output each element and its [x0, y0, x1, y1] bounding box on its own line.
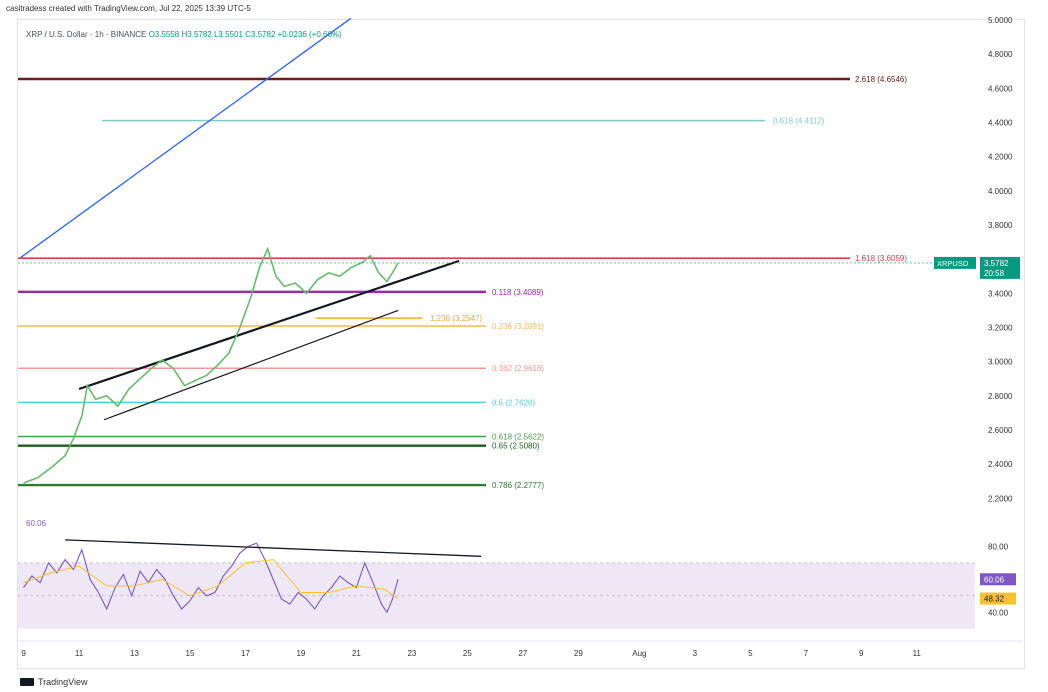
last-price-text: 3.5782 [984, 259, 1009, 268]
price-axis-tick: 3.0000 [988, 358, 1013, 367]
price-axis-tick: 3.2000 [988, 324, 1013, 333]
lower-channel-trendline [103, 309, 399, 421]
time-axis-tick: 13 [130, 649, 139, 658]
rsi-value-text: 60.06 [984, 575, 1005, 584]
fib-level-label: 1.618 (3.6059) [855, 254, 907, 263]
price-axis-tick: 3.8000 [988, 221, 1013, 230]
rsi-line [23, 542, 399, 614]
time-axis-tick: Aug [632, 649, 646, 658]
fib-level-label: 0.382 (2.9618) [492, 364, 544, 373]
tradingview-footer[interactable]: TradingView [20, 677, 88, 687]
price-axis-tick: 2.6000 [988, 426, 1013, 435]
fib-level-label: 0.618 (2.5622) [492, 432, 544, 441]
fib-level-label: 0.236 (3.2091) [492, 322, 544, 331]
time-axis-tick: 25 [463, 649, 472, 658]
rsi-band [18, 562, 975, 629]
tradingview-logo-icon [20, 678, 34, 686]
time-axis-tick: 17 [241, 649, 250, 658]
fib-level-label: 0.5 (2.7620) [492, 398, 535, 407]
blue-trendline [20, 17, 352, 258]
time-axis-tick: 19 [296, 649, 305, 658]
bar-countdown-text: 20:58 [984, 269, 1005, 278]
legend-change: +0.0236 (+0.66%) [277, 30, 342, 39]
fib-level-label: 0.118 (3.4089) [492, 288, 544, 297]
time-axis-tick: 29 [574, 649, 583, 658]
time-axis-tick: 23 [407, 649, 416, 658]
chart-area[interactable] [17, 19, 1025, 669]
price-axis-tick: 4.2000 [988, 153, 1013, 162]
rsi-axis-tick: 80.00 [988, 542, 1009, 551]
legend-high: H3.5782 [181, 30, 212, 39]
time-axis-tick: 21 [352, 649, 361, 658]
time-axis-tick: 11 [913, 649, 922, 658]
time-axis-tick: 5 [748, 649, 753, 658]
chart-credit: casitradess created with TradingView.com… [6, 4, 251, 13]
fib-level-label: 2.618 (4.6546) [855, 75, 907, 84]
fib-level-label: 0.618 (4.4112) [773, 117, 825, 126]
time-axis-tick: 3 [693, 649, 698, 658]
rsi-ma-text: 48.32 [984, 595, 1005, 604]
fib-level-label: 0.786 (2.2777) [492, 481, 544, 490]
fib-level-label: 1.236 (3.2547) [430, 314, 482, 323]
price-axis-tick: 4.6000 [988, 84, 1013, 93]
legend-low: L3.5501 [213, 30, 243, 39]
fib-level-label: 0.65 (2.5080) [492, 442, 540, 451]
rsi-divergence-trendline [65, 539, 482, 557]
legend-close: C3.5782 [245, 30, 276, 39]
price-axis-tick: 3.4000 [988, 289, 1013, 298]
price-axis-tick: 5.0000 [988, 16, 1013, 25]
time-axis-tick: 7 [804, 649, 809, 658]
price-axis-tick: 2.8000 [988, 392, 1013, 401]
time-axis-tick: 27 [518, 649, 527, 658]
price-axis-tick: 2.4000 [988, 460, 1013, 469]
time-axis-tick: 11 [75, 649, 84, 658]
rsi-ma-line [23, 559, 399, 599]
price-axis-tick: 2.2000 [988, 494, 1013, 503]
time-axis-tick: 9 [859, 649, 864, 658]
rsi-axis-tick: 40.00 [988, 608, 1009, 617]
symbol-badge-text: XRPUSD [937, 259, 969, 268]
legend-open: O3.5558 [148, 30, 180, 39]
symbol-badge [934, 256, 976, 269]
symbol-legend: XRP / U.S. Dollar · 1h · BINANCE O3.5558… [26, 30, 342, 39]
time-axis-tick: 15 [186, 649, 195, 658]
legend-symbol: XRP / U.S. Dollar · 1h · BINANCE [26, 30, 147, 39]
upper-channel-trendline [78, 259, 460, 391]
rsi-pane-label: 60.06 [26, 519, 47, 528]
rsi-value-badge [980, 573, 1016, 586]
price-line [23, 246, 399, 484]
tradingview-brand: TradingView [38, 677, 88, 687]
price-axis-tick: 4.0000 [988, 187, 1013, 196]
price-axis-tick: 4.4000 [988, 119, 1013, 128]
rsi-ma-badge [980, 592, 1016, 605]
last-price-badge [980, 256, 1020, 279]
price-axis-tick: 4.8000 [988, 50, 1013, 59]
time-axis-tick: 9 [21, 649, 26, 658]
